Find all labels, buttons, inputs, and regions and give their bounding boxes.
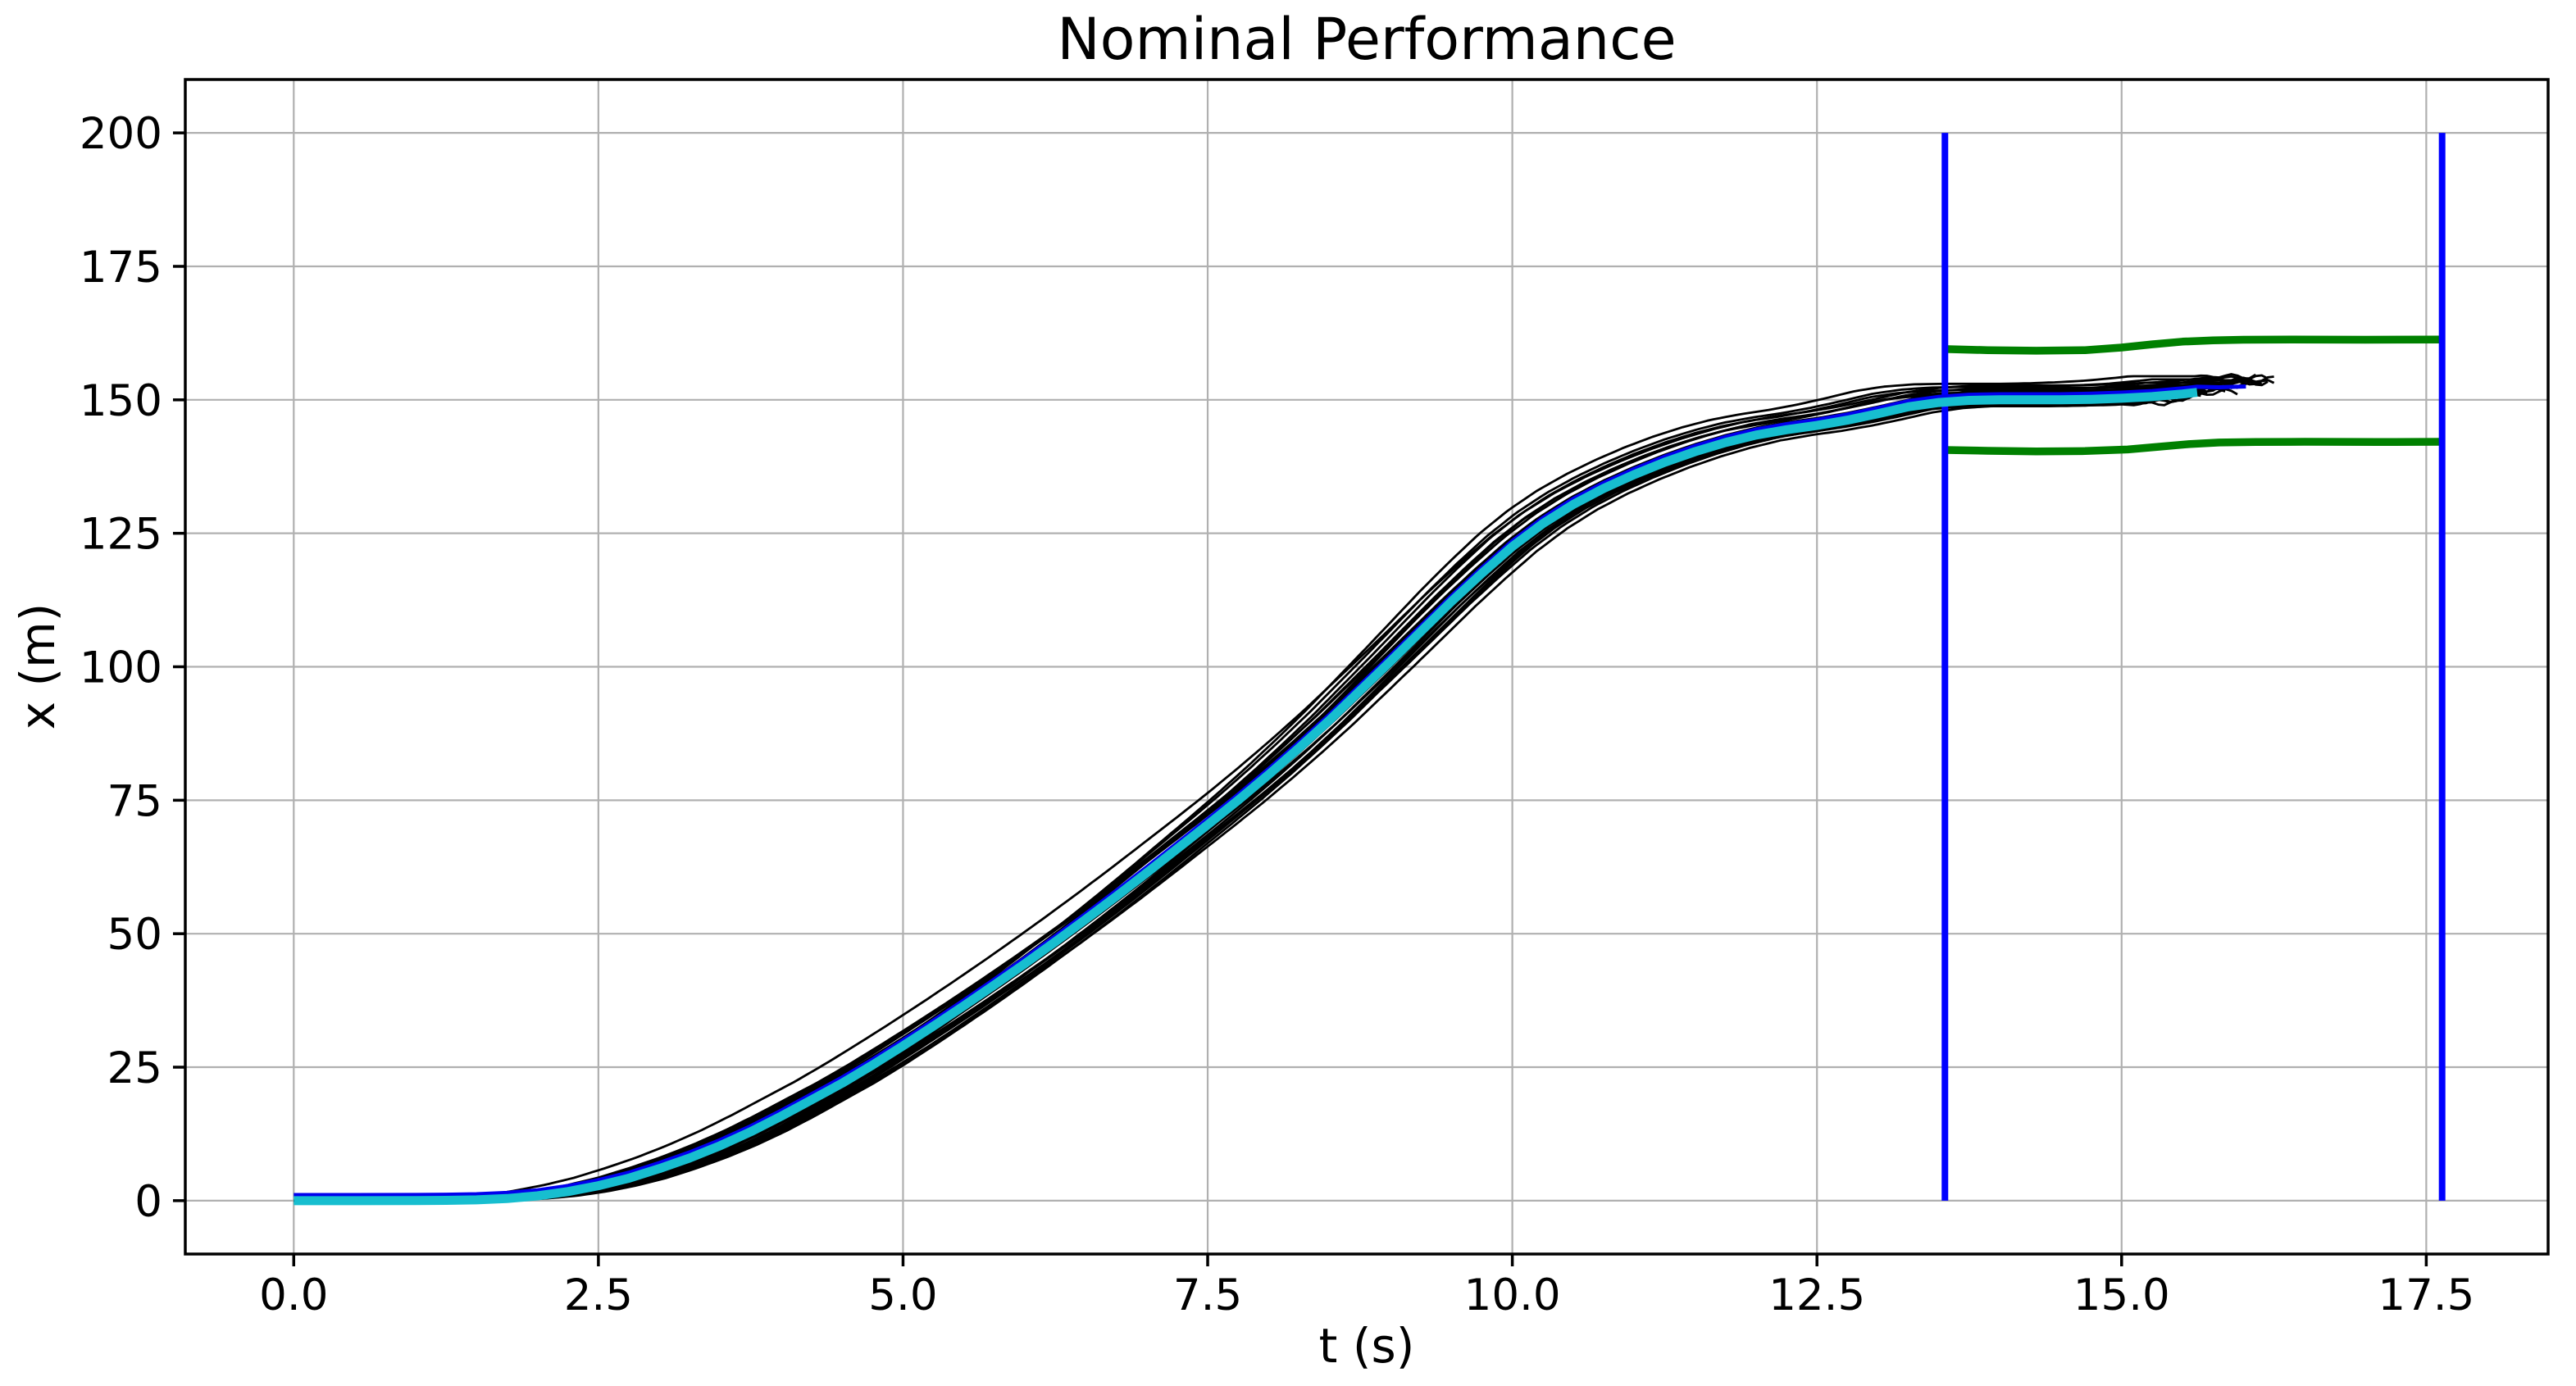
monte-carlo-trajectory-line bbox=[294, 398, 2178, 1202]
x-axis-label: t (s) bbox=[1319, 1318, 1415, 1374]
y-tick-label: 25 bbox=[107, 1043, 162, 1093]
monte-carlo-trajectory-line bbox=[294, 379, 2275, 1202]
y-tick-label: 0 bbox=[134, 1177, 162, 1227]
x-tick-label: 2.5 bbox=[564, 1270, 633, 1320]
y-tick-label: 100 bbox=[80, 643, 162, 693]
lower-bound-line bbox=[1945, 438, 2442, 456]
y-tick-label: 50 bbox=[107, 910, 162, 960]
monte-carlo-trajectory-line bbox=[294, 379, 2269, 1202]
tick-label-layer: 0.0 2.5 5.0 7.5 10.0 12.5 15.0 17.5 0 25 50 75 100 12… bbox=[80, 109, 2475, 1320]
y-tick-label: 175 bbox=[80, 243, 162, 293]
y-tick-label: 200 bbox=[80, 109, 162, 159]
x-tick-label: 7.5 bbox=[1173, 1270, 1242, 1320]
upper-bound-line bbox=[1945, 335, 2442, 355]
chart-title: Nominal Performance bbox=[1057, 6, 1676, 73]
monte-carlo-trajectory-line bbox=[294, 382, 2250, 1202]
x-tick-label: 17.5 bbox=[2378, 1270, 2474, 1320]
monte-carlo-trajectory-line bbox=[294, 374, 2269, 1202]
x-tick-label: 0.0 bbox=[259, 1270, 328, 1320]
y-tick-label: 150 bbox=[80, 376, 162, 426]
x-tick-label: 10.0 bbox=[1464, 1270, 1561, 1320]
mean-trajectory-line bbox=[294, 388, 2198, 1206]
data-layer bbox=[294, 133, 2446, 1206]
y-tick-label: 75 bbox=[107, 776, 162, 826]
monte-carlo-trajectory-line bbox=[294, 382, 2232, 1202]
x-tick-label: 12.5 bbox=[1768, 1270, 1865, 1320]
x-tick-label: 5.0 bbox=[868, 1270, 937, 1320]
monte-carlo-trajectory-line bbox=[294, 375, 2274, 1202]
y-tick-label: 125 bbox=[80, 510, 162, 560]
y-axis-label: x (m) bbox=[10, 603, 66, 730]
x-tick-label: 15.0 bbox=[2073, 1270, 2170, 1320]
axes-layer bbox=[173, 78, 2550, 1266]
